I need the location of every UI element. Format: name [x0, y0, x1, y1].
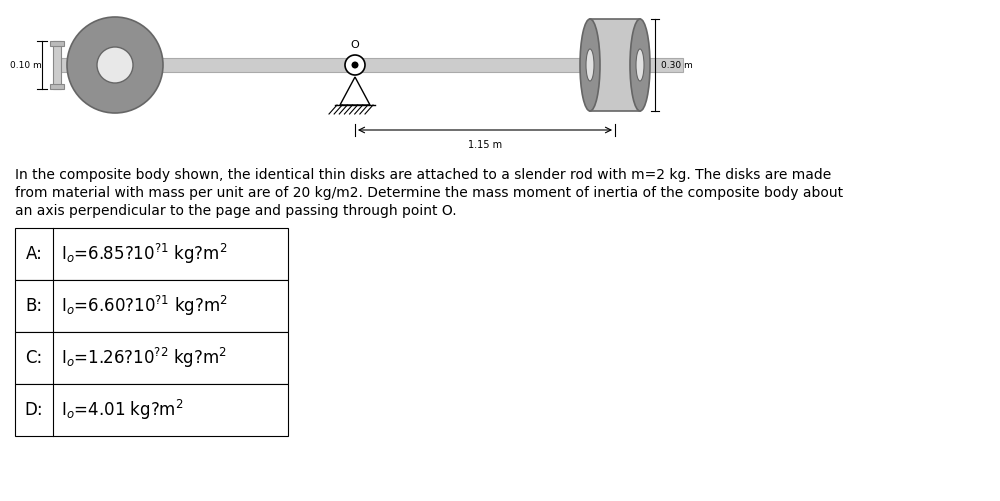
Text: A:: A:	[26, 245, 42, 263]
Text: In the composite body shown, the identical thin disks are attached to a slender : In the composite body shown, the identic…	[15, 168, 831, 182]
Text: 0.10 m: 0.10 m	[10, 61, 42, 70]
Bar	[15, 384, 288, 436]
Ellipse shape	[636, 49, 644, 81]
Bar	[50, 84, 64, 89]
Ellipse shape	[586, 49, 594, 81]
Text: an axis perpendicular to the page and passing through point O.: an axis perpendicular to the page and pa…	[15, 204, 457, 218]
Bar	[55, 58, 683, 72]
Circle shape	[67, 17, 163, 113]
Bar	[15, 332, 288, 384]
Text: from material with mass per unit are of 20 kg/m2. Determine the mass moment of i: from material with mass per unit are of …	[15, 186, 843, 200]
Text: C:: C:	[25, 349, 43, 367]
Text: B:: B:	[25, 297, 43, 315]
Polygon shape	[340, 77, 370, 105]
Bar	[50, 41, 64, 46]
Text: 0.30 m: 0.30 m	[661, 61, 693, 70]
Text: O: O	[351, 40, 359, 50]
Text: I$_o$=1.26?10$^{?2}$ kg?m$^2$: I$_o$=1.26?10$^{?2}$ kg?m$^2$	[61, 346, 227, 370]
Text: I$_o$=6.85?10$^{?1}$ kg?m$^2$: I$_o$=6.85?10$^{?1}$ kg?m$^2$	[61, 242, 227, 266]
Bar	[53, 41, 61, 89]
Bar	[15, 280, 288, 332]
Ellipse shape	[580, 19, 600, 111]
Text: 1.15 m: 1.15 m	[468, 140, 502, 150]
Circle shape	[345, 55, 365, 75]
Circle shape	[352, 62, 358, 69]
Bar	[15, 228, 288, 280]
Text: D:: D:	[25, 401, 43, 419]
Text: I$_o$=6.60?10$^{?1}$ kg?m$^2$: I$_o$=6.60?10$^{?1}$ kg?m$^2$	[61, 294, 228, 318]
Ellipse shape	[630, 19, 650, 111]
Circle shape	[97, 47, 133, 83]
Bar	[590, 19, 640, 111]
Text: I$_o$=4.01 kg?m$^2$: I$_o$=4.01 kg?m$^2$	[61, 398, 184, 422]
